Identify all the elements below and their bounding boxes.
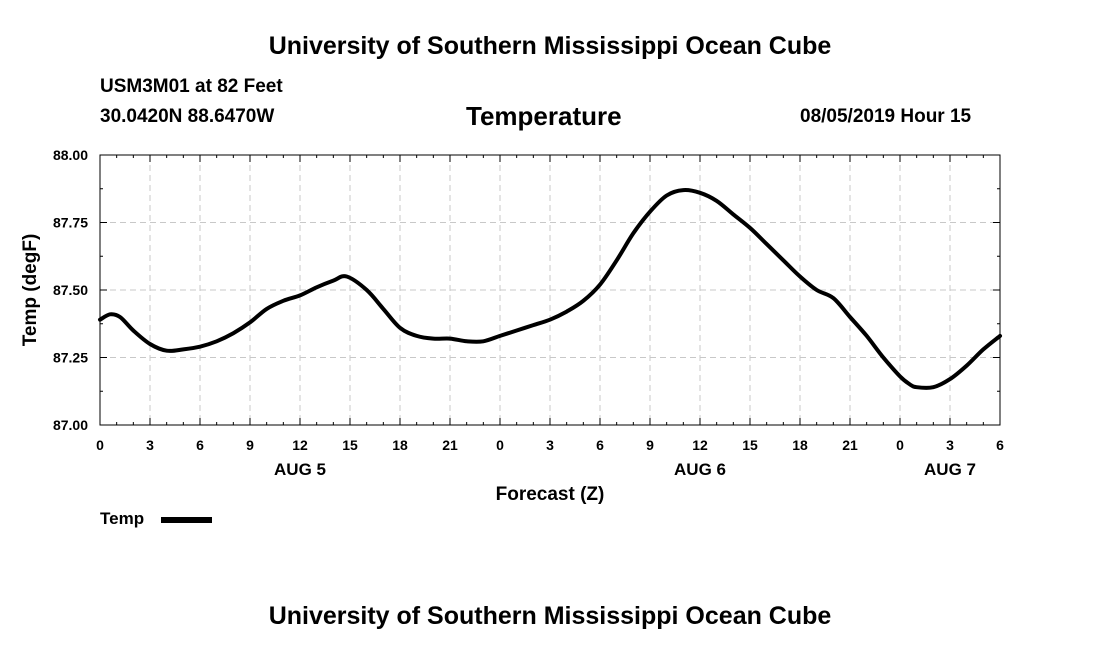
x-tick-label: 15 [342,437,358,453]
legend-line-swatch [161,517,212,523]
y-tick-label: 87.25 [53,350,88,366]
bottom-title: University of Southern Mississippi Ocean… [268,602,832,630]
x-tick-label: 3 [546,437,554,453]
x-tick-label: 9 [646,437,654,453]
x-day-label: AUG 7 [924,460,976,479]
legend-label: Temp [100,509,145,528]
x-day-label: AUG 5 [274,460,326,479]
x-tick-label: 0 [96,437,104,453]
series-line-temp [98,187,1002,390]
y-axis-title: Temp (degF) [20,234,41,347]
y-tick-label: 87.00 [53,417,88,433]
x-tick-label: 3 [146,437,154,453]
datetime-label: 08/05/2019 Hour 15 [800,106,972,127]
variable-title: Temperature [466,101,622,131]
x-tick-label: 6 [996,437,1004,453]
x-tick-label: 0 [496,437,504,453]
x-tick-label: 6 [196,437,204,453]
x-tick-label: 12 [292,437,308,453]
x-tick-label: 21 [842,437,858,453]
coordinates-label: 30.0420N 88.6470W [100,106,275,127]
x-tick-label: 6 [596,437,604,453]
x-day-label: AUG 6 [674,460,726,479]
top-title: University of Southern Mississippi Ocean… [268,32,832,60]
x-tick-label: 15 [742,437,758,453]
x-tick-label: 18 [792,437,808,453]
x-tick-label: 21 [442,437,458,453]
station-label: USM3M01 at 82 Feet [100,76,283,97]
y-tick-label: 87.75 [53,215,88,231]
x-tick-label: 3 [946,437,954,453]
y-tick-label: 88.00 [53,147,88,163]
y-tick-label: 87.50 [53,282,88,298]
x-tick-label: 0 [896,437,904,453]
x-tick-label: 9 [246,437,254,453]
x-axis-title: Forecast (Z) [496,484,605,505]
x-tick-label: 12 [692,437,708,453]
x-tick-label: 18 [392,437,408,453]
